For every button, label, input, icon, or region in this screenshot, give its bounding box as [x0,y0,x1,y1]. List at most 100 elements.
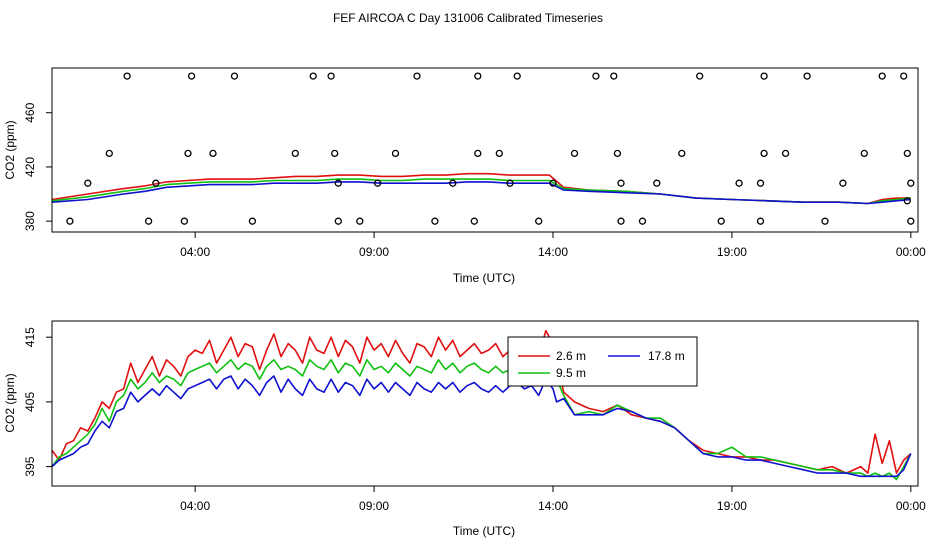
top-calibration-marker [187,72,196,80]
top-calibration-marker [535,217,543,225]
top-y-tick-label: 420 [23,157,37,177]
top-x-tick-label: 00:00 [896,245,926,259]
top-calibration-marker [513,72,521,80]
top-calibration-marker [413,72,421,80]
top-calibration-marker [592,72,600,80]
top-calibration-marker [373,179,382,187]
top-calibration-marker [696,72,704,80]
top-calibration-marker [907,179,915,187]
bottom-y-tick-label: 415 [23,327,37,347]
top-calibration-marker [66,217,74,225]
bottom-panel: 04:00 09:00 14:00 19:00 00:00 395 405 415 Time … [3,320,926,538]
top-calibration-marker [903,149,911,158]
top-calibration-marker [327,72,335,80]
bottom-x-tick-label: 04:00 [180,499,210,513]
top-x-axis-label: Time (UTC) [453,271,515,285]
top-calibration-marker [717,217,725,225]
top-calibration-marker [781,149,790,158]
top-calibration-marker [309,72,317,80]
bottom-plot-frame [51,320,919,487]
top-calibration-marker [900,72,908,80]
top-calibration-marker [123,72,131,80]
top-calibration-marker [431,217,439,225]
top-calibration-marker [474,72,482,80]
top-calibration-marker [903,197,911,205]
top-y-tick-label: 460 [23,102,37,122]
bottom-x-tick-label: 14:00 [538,499,568,513]
top-calibration-marker [474,149,482,158]
bottom-y-axis-label: CO2 (ppm) [3,373,17,432]
top-calibration-marker [678,149,686,158]
top-calibration-marker [760,149,768,158]
top-calibration-marker [248,217,257,225]
top-plot-frame [51,67,919,233]
bottom-panel-axes: 04:00 09:00 14:00 19:00 00:00 395 405 415 [23,327,926,513]
top-x-tick-label: 19:00 [717,245,747,259]
top-panel-data [51,72,915,225]
top-calibration-marker [184,149,192,158]
legend-box [507,336,698,387]
top-series-2-6-mm-line [51,172,911,205]
top-calibration-marker [391,149,400,158]
top-calibration-marker [613,149,622,158]
top-panel-axes: 04:00 09:00 14:00 19:00 00:00 380 420 460 [23,102,926,259]
top-calibration-marker [860,149,868,158]
top-calibration-marker [617,179,625,187]
top-calibration-marker [495,149,503,158]
top-calibration-marker [617,217,625,225]
legend: 2.6 m 9.5 m 17.8 m [507,336,698,387]
top-calibration-marker [803,72,811,80]
legend-label-17-8m: 17.8 m [648,349,685,363]
top-calibration-marker [878,72,886,80]
top-calibration-marker [334,179,342,187]
top-calibration-marker [180,217,189,225]
top-calibration-marker [230,72,239,80]
top-calibration-marker [610,72,618,80]
top-calibration-marker [821,217,829,225]
top-calibration-marker [907,217,915,225]
top-y-axis-label: CO2 (ppm) [3,120,17,179]
top-calibration-marker [638,217,647,225]
bottom-x-axis-label: Time (UTC) [453,524,515,538]
top-series-9-5-mm-line [51,178,911,205]
bottom-y-tick-label: 395 [23,456,37,476]
top-x-tick-label: 04:00 [180,245,210,259]
bottom-x-tick-label: 19:00 [717,499,747,513]
top-panel: 04:00 09:00 14:00 19:00 00:00 380 420 460 Time … [3,67,926,285]
bottom-x-tick-label: 09:00 [359,499,389,513]
top-calibration-marker [291,149,299,158]
top-calibration-marker [653,179,661,187]
bottom-series-17-8-mm-line [51,375,912,478]
top-calibration-marker [144,217,153,225]
bottom-series-2-6-mm-line [51,329,912,474]
bottom-series-9-5-mm-line [51,358,912,481]
top-calibration-marker [839,179,847,187]
top-calibration-marker [105,149,113,158]
top-calibration-marker [549,179,557,187]
top-x-tick-label: 09:00 [359,245,389,259]
bottom-panel-data [51,329,912,481]
top-calibration-marker [331,149,339,158]
top-calibration-marker [152,179,160,187]
top-calibration-marker [506,179,514,187]
top-calibration-marker [570,149,579,158]
top-calibration-marker [735,179,743,187]
top-calibration-marker [209,149,217,158]
legend-label-2-6m: 2.6 m [556,349,586,363]
top-calibration-marker [334,217,342,225]
top-calibration-marker [760,72,768,80]
top-series-17-8-mm-line [51,181,911,205]
top-calibration-marker [470,217,478,225]
top-calibration-marker [756,217,765,225]
figure-title: FEF AIRCOA C Day 131006 Calibrated Times… [333,11,603,25]
top-calibration-marker [756,179,765,187]
top-calibration-marker [84,179,92,187]
bottom-x-tick-label: 00:00 [896,499,926,513]
bottom-y-tick-label: 405 [23,392,37,412]
legend-label-9-5m: 9.5 m [556,366,586,380]
top-calibration-marker [356,217,364,225]
top-x-tick-label: 14:00 [538,245,568,259]
top-y-tick-label: 380 [23,211,37,231]
top-calibration-marker [449,179,457,187]
